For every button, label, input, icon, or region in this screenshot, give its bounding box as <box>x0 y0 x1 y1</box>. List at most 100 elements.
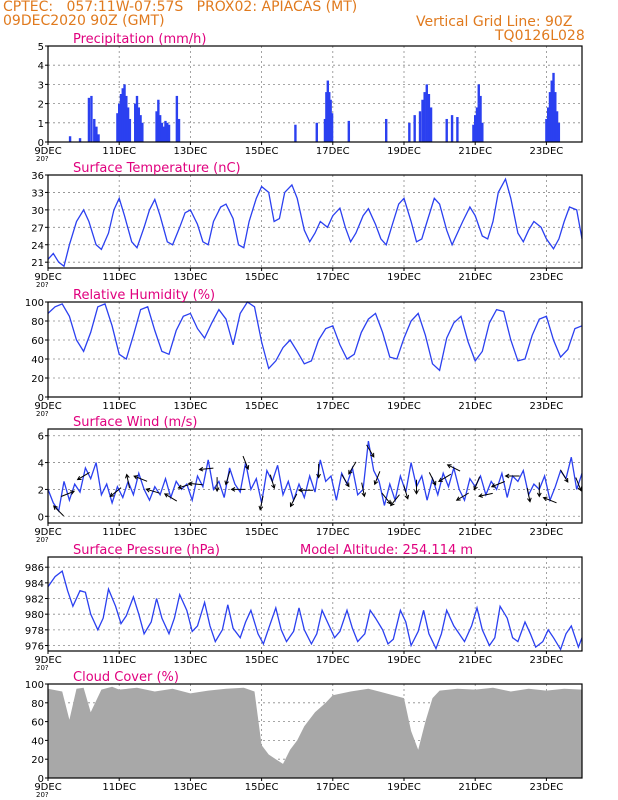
precip-bar <box>477 84 480 142</box>
panel-temp: 21 24 27 30 33 36 9DEC 11DEC 13DEC 15DEC 17DEC 19DE… <box>31 161 583 289</box>
wind-arrow <box>473 476 481 491</box>
y-tick-label: 20 <box>31 374 44 385</box>
x-tick-label: 11DEC <box>102 782 136 793</box>
wind-arrow <box>52 505 64 517</box>
pres-series-line <box>47 569 583 651</box>
precip-bar <box>445 118 448 142</box>
precip-bar <box>135 95 139 142</box>
y-tick-label: 24 <box>31 241 44 252</box>
wind-arrow <box>348 461 357 475</box>
wind-arrow <box>414 479 419 495</box>
precip-bar <box>413 115 416 142</box>
y-tick-label: 4 <box>38 459 44 470</box>
precip-bar <box>175 95 179 142</box>
wind-arrow <box>366 444 375 458</box>
precip-bar <box>162 126 165 142</box>
plot-border <box>47 45 583 143</box>
x-tick-label: 15DEC <box>245 146 279 157</box>
x-tick-label: 9DEC <box>34 782 61 793</box>
precip-bar <box>552 72 555 142</box>
y-tick-label: 976 <box>25 642 44 653</box>
y-tick-label: 100 <box>25 680 44 691</box>
wind-arrow <box>163 493 178 502</box>
y-tick-label: 60 <box>31 336 44 347</box>
precip-bar <box>425 84 428 142</box>
x-tick-label: 21DEC <box>458 272 492 283</box>
x-tick-label: 13DEC <box>174 655 208 666</box>
precip-bar <box>90 95 93 142</box>
wind-arrow <box>428 472 437 486</box>
panel-precip: 0 1 2 3 4 5 9DEC 11DEC 13DEC 15DEC 17DEC 19DEC 21DEC… <box>34 32 583 163</box>
panel-title: Precipitation (mm/h) <box>73 32 206 47</box>
precip-bar <box>475 107 479 142</box>
x-tick-label: 11DEC <box>102 272 136 283</box>
precip-bar <box>550 80 553 142</box>
precip-bar <box>126 107 130 142</box>
y-tick-label: 60 <box>31 718 44 729</box>
header-line2: 09DEC2020 90Z (GMT) <box>3 13 165 29</box>
precip-bar <box>554 92 557 142</box>
wind-arrow <box>560 469 569 483</box>
x-tick-label: 19DEC <box>387 782 421 793</box>
wind-arrow <box>258 495 264 511</box>
x-tick-label: 19DEC <box>387 527 421 538</box>
panel-title: Cloud Cover (%) <box>73 670 179 685</box>
wind-arrow <box>187 481 203 487</box>
precip-bar <box>429 107 433 142</box>
x-tick-label: 9DEC <box>34 401 61 412</box>
precip-bar <box>418 111 422 142</box>
precip-bar <box>137 107 140 142</box>
precip-bar <box>328 92 331 142</box>
precip-bar <box>93 118 96 142</box>
panel-subtitle: Model Altitude: 254.114 m <box>300 543 473 558</box>
wind-arrow <box>269 474 276 490</box>
panel-rh: 0 20 40 60 80 100 9DEC 11DEC 13DEC 15DEC 17DEC 19DE… <box>25 288 583 418</box>
plot-border <box>47 683 583 779</box>
x-tick-label: 17DEC <box>316 655 350 666</box>
x-year-label: 20? <box>36 791 49 799</box>
x-tick-label: 13DEC <box>174 401 208 412</box>
wind-arrow <box>76 471 90 481</box>
plot-border <box>47 301 583 398</box>
precip-bar <box>128 118 132 142</box>
y-tick-label: 80 <box>31 317 44 328</box>
plot-frame <box>47 174 583 269</box>
temp-series-line <box>47 177 583 268</box>
precip-bar <box>160 122 164 142</box>
x-tick-label: 9DEC <box>34 146 61 157</box>
precip-bar <box>326 80 330 142</box>
wind-arrow <box>490 481 505 488</box>
x-tick-label: 13DEC <box>174 146 208 157</box>
x-tick-label: 9DEC <box>34 655 61 666</box>
wind-arrow <box>242 455 250 471</box>
precip-bar <box>157 99 160 142</box>
wind-arrow <box>198 466 214 472</box>
precip-bar <box>385 118 388 142</box>
precip-bar <box>323 118 327 142</box>
wind-series-line <box>47 440 583 513</box>
wind-arrow <box>361 482 367 498</box>
precip-bar <box>167 124 171 142</box>
x-tick-label: 9DEC <box>34 272 61 283</box>
x-tick-label: 23DEC <box>530 527 564 538</box>
x-tick-label: 13DEC <box>174 527 208 538</box>
y-tick-label: 27 <box>31 223 44 234</box>
precip-bar <box>155 111 158 142</box>
wind-arrow <box>214 477 220 493</box>
panel-title: Surface Wind (m/s) <box>73 415 197 430</box>
x-tick-label: 15DEC <box>245 782 279 793</box>
wind-arrow <box>403 485 410 500</box>
precip-bar <box>427 94 431 142</box>
x-tick-label: 17DEC <box>316 782 350 793</box>
precip-bar <box>68 136 72 142</box>
x-tick-label: 21DEC <box>458 527 492 538</box>
y-tick-label: 33 <box>31 188 44 199</box>
precip-bar <box>121 88 124 142</box>
wind-arrow <box>224 470 231 486</box>
y-tick-label: 0 <box>38 512 44 523</box>
precip-bar <box>548 92 552 142</box>
precip-bar <box>546 107 550 142</box>
x-tick-label: 23DEC <box>530 272 564 283</box>
y-tick-label: 986 <box>25 563 44 574</box>
x-tick-label: 11DEC <box>102 146 136 157</box>
